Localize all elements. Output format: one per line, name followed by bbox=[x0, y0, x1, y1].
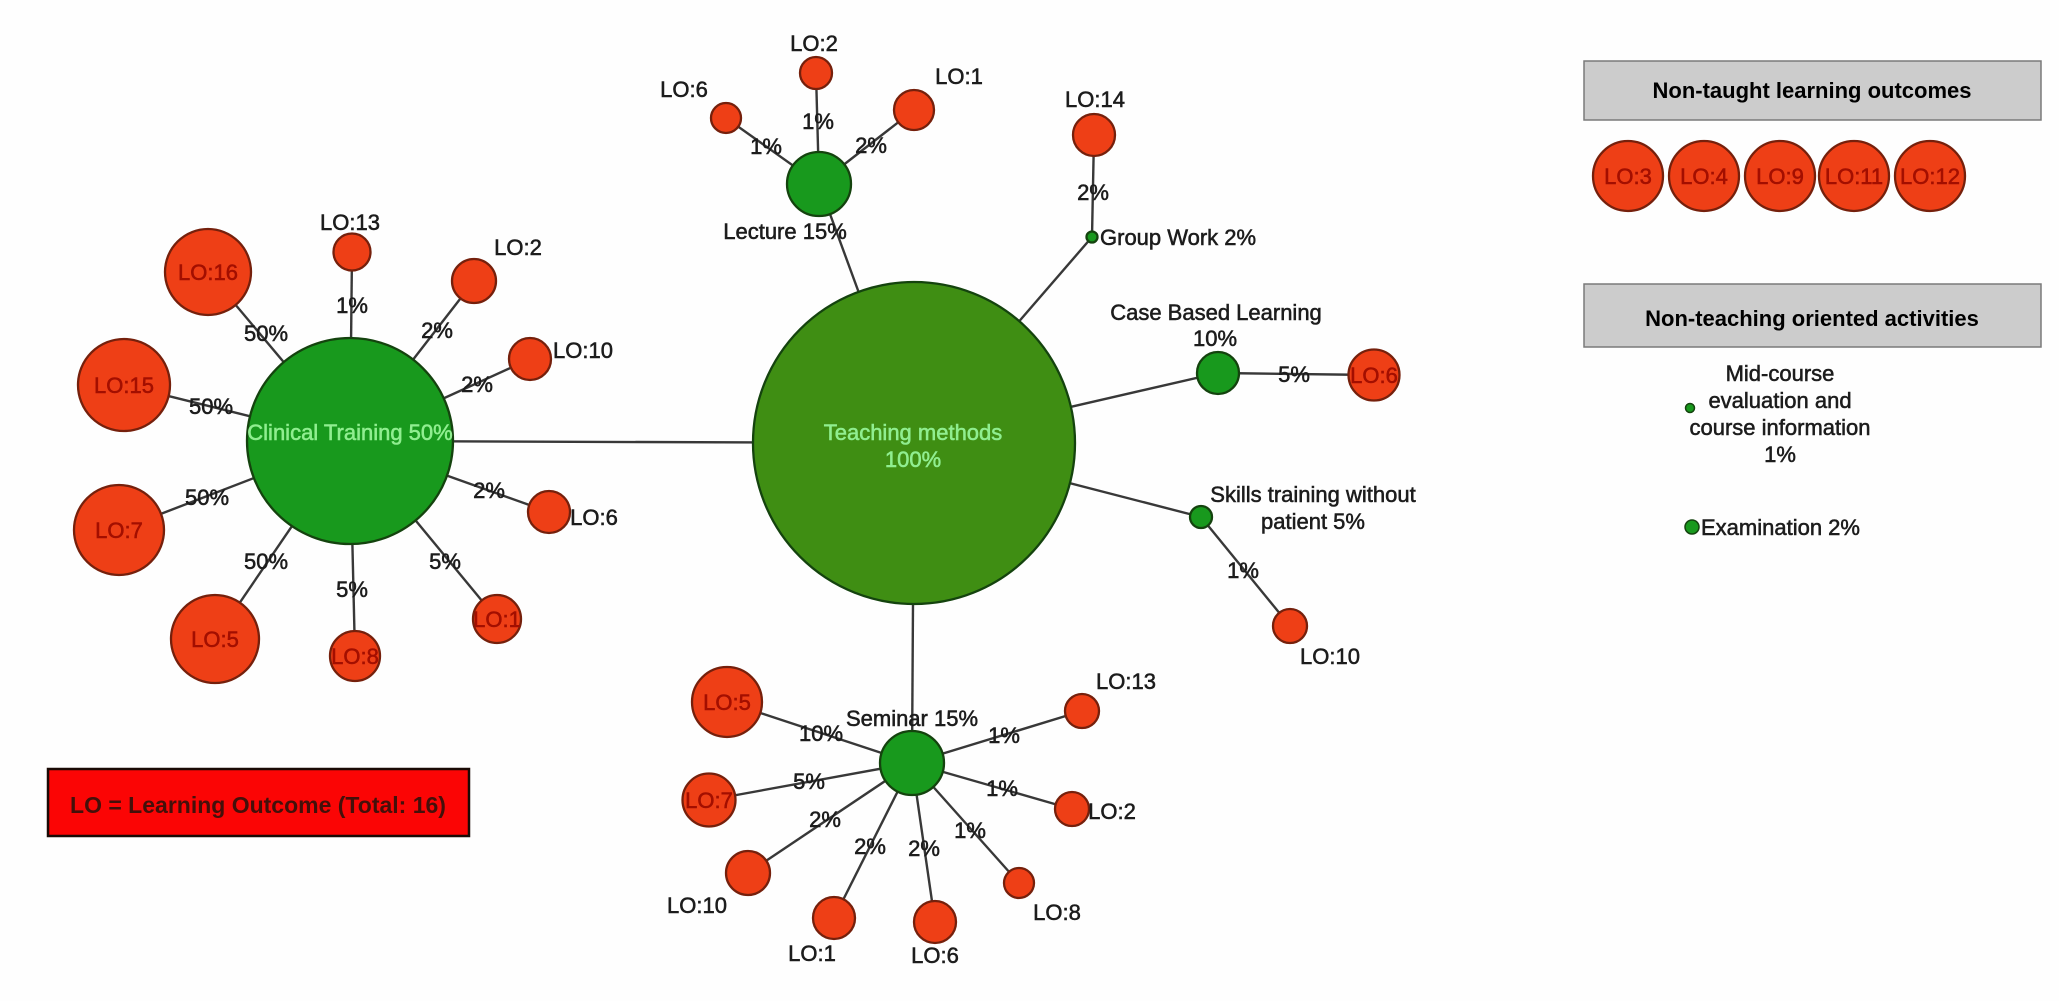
svg-text:Non-taught learning outcomes: Non-taught learning outcomes bbox=[1653, 78, 1972, 103]
svg-text:2%: 2% bbox=[473, 478, 505, 503]
svg-text:2%: 2% bbox=[421, 318, 453, 343]
svg-text:LO:8: LO:8 bbox=[331, 644, 379, 669]
svg-text:LO:6: LO:6 bbox=[1350, 363, 1398, 388]
svg-text:LO:10: LO:10 bbox=[553, 338, 613, 363]
svg-text:Seminar 15%: Seminar 15% bbox=[846, 706, 978, 731]
svg-text:Mid-course: Mid-course bbox=[1726, 361, 1835, 386]
svg-text:1%: 1% bbox=[954, 818, 986, 843]
svg-text:LO:10: LO:10 bbox=[667, 893, 727, 918]
svg-text:LO:13: LO:13 bbox=[320, 210, 380, 235]
svg-text:Non-teaching oriented activiti: Non-teaching oriented activities bbox=[1645, 306, 1979, 331]
svg-text:50%: 50% bbox=[244, 321, 288, 346]
svg-text:patient 5%: patient 5% bbox=[1261, 509, 1365, 534]
svg-text:LO:2: LO:2 bbox=[494, 235, 542, 260]
svg-text:100%: 100% bbox=[885, 447, 941, 472]
svg-text:Case Based Learning: Case Based Learning bbox=[1110, 300, 1322, 325]
svg-text:LO:9: LO:9 bbox=[1756, 164, 1804, 189]
svg-text:LO:15: LO:15 bbox=[94, 373, 154, 398]
svg-text:1%: 1% bbox=[802, 109, 834, 134]
svg-text:2%: 2% bbox=[855, 133, 887, 158]
svg-text:Teaching methods: Teaching methods bbox=[824, 420, 1003, 445]
svg-text:10%: 10% bbox=[1193, 326, 1237, 351]
svg-text:LO:1: LO:1 bbox=[788, 941, 836, 966]
svg-text:2%: 2% bbox=[461, 372, 493, 397]
svg-text:LO:1: LO:1 bbox=[473, 607, 521, 632]
svg-text:LO:3: LO:3 bbox=[1604, 164, 1652, 189]
svg-text:LO = Learning Outcome (Total:: LO = Learning Outcome (Total: 16) bbox=[70, 792, 446, 818]
svg-text:LO:2: LO:2 bbox=[1088, 799, 1136, 824]
svg-text:LO:5: LO:5 bbox=[703, 690, 751, 715]
svg-text:LO:4: LO:4 bbox=[1680, 164, 1728, 189]
svg-text:1%: 1% bbox=[1764, 442, 1796, 467]
svg-text:2%: 2% bbox=[854, 834, 886, 859]
svg-text:Examination 2%: Examination 2% bbox=[1701, 515, 1860, 540]
svg-text:2%: 2% bbox=[908, 836, 940, 861]
svg-text:1%: 1% bbox=[1227, 558, 1259, 583]
svg-text:50%: 50% bbox=[185, 485, 229, 510]
svg-text:LO:6: LO:6 bbox=[570, 505, 618, 530]
svg-text:LO:8: LO:8 bbox=[1033, 900, 1081, 925]
svg-text:LO:16: LO:16 bbox=[178, 260, 238, 285]
svg-text:LO:5: LO:5 bbox=[191, 627, 239, 652]
svg-text:LO:1: LO:1 bbox=[935, 64, 983, 89]
svg-text:Skills training without: Skills training without bbox=[1210, 482, 1415, 507]
svg-text:LO:6: LO:6 bbox=[911, 943, 959, 968]
svg-text:2%: 2% bbox=[1077, 180, 1109, 205]
svg-text:2%: 2% bbox=[809, 807, 841, 832]
svg-text:LO:11: LO:11 bbox=[1825, 164, 1883, 189]
svg-text:LO:7: LO:7 bbox=[685, 788, 733, 813]
svg-text:LO:12: LO:12 bbox=[1900, 164, 1960, 189]
svg-text:1%: 1% bbox=[986, 776, 1018, 801]
svg-text:evaluation and: evaluation and bbox=[1708, 388, 1851, 413]
svg-text:LO:2: LO:2 bbox=[790, 31, 838, 56]
svg-text:LO:14: LO:14 bbox=[1065, 87, 1125, 112]
svg-text:1%: 1% bbox=[988, 723, 1020, 748]
svg-text:LO:7: LO:7 bbox=[95, 518, 143, 543]
svg-text:Lecture 15%: Lecture 15% bbox=[723, 219, 847, 244]
svg-text:5%: 5% bbox=[429, 549, 461, 574]
svg-text:Clinical Training 50%: Clinical Training 50% bbox=[247, 420, 452, 445]
svg-text:course information: course information bbox=[1690, 415, 1871, 440]
svg-text:LO:13: LO:13 bbox=[1096, 669, 1156, 694]
svg-text:1%: 1% bbox=[750, 134, 782, 159]
svg-text:10%: 10% bbox=[799, 721, 843, 746]
svg-text:LO:10: LO:10 bbox=[1300, 644, 1360, 669]
svg-text:50%: 50% bbox=[189, 394, 233, 419]
svg-text:LO:6: LO:6 bbox=[660, 77, 708, 102]
svg-text:5%: 5% bbox=[1278, 362, 1310, 387]
svg-text:50%: 50% bbox=[244, 549, 288, 574]
svg-text:5%: 5% bbox=[793, 769, 825, 794]
svg-text:Group Work 2%: Group Work 2% bbox=[1100, 225, 1256, 250]
svg-text:1%: 1% bbox=[336, 293, 368, 318]
svg-text:5%: 5% bbox=[336, 577, 368, 602]
